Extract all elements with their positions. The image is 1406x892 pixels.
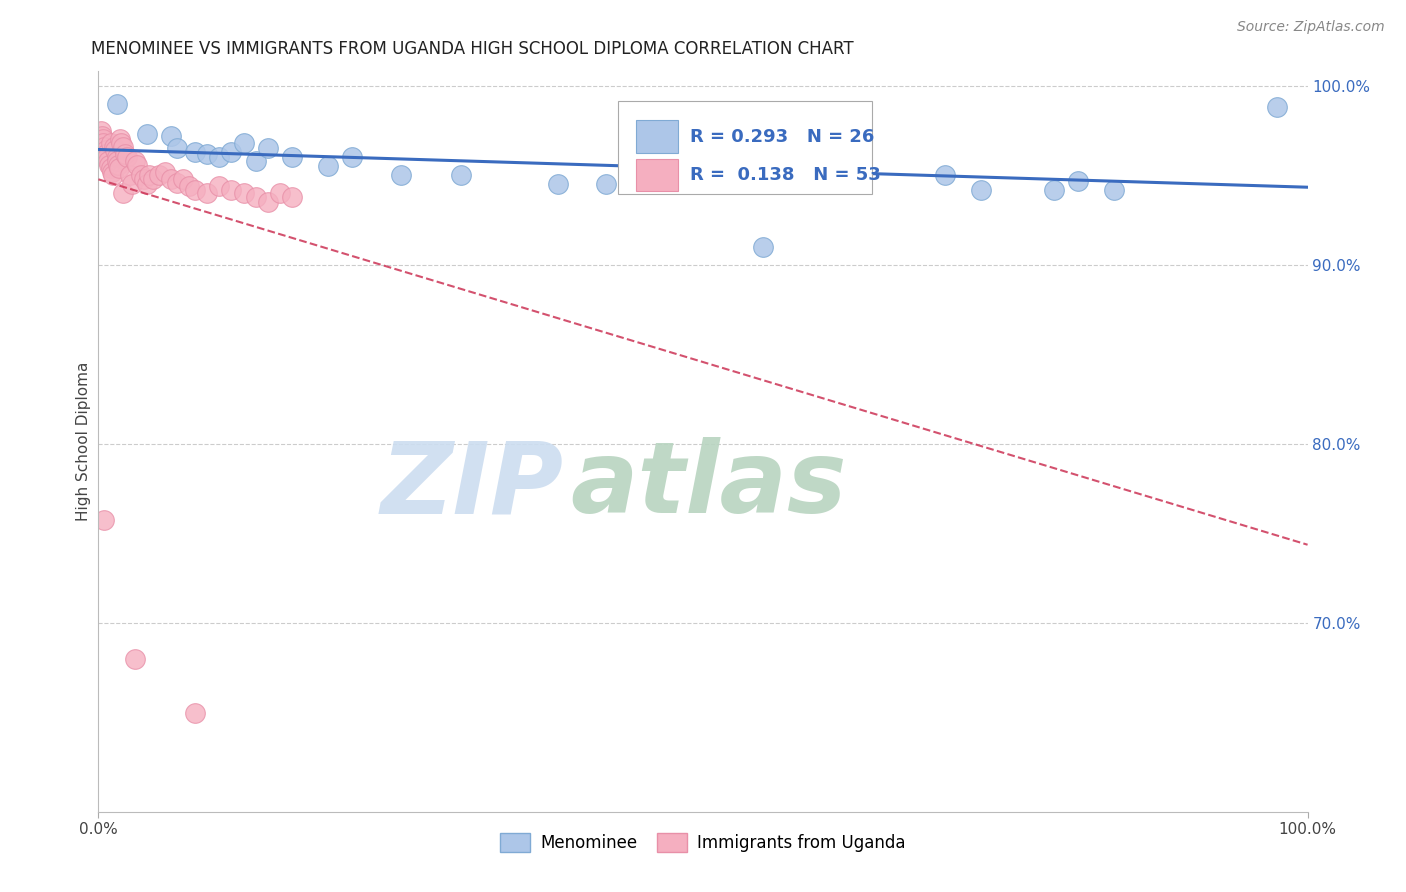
Point (100, 165, 122, 179)
Point (135, 178, 157, 192)
Point (97, 153, 120, 168)
Point (108, 132, 131, 146)
Point (105, 150, 128, 164)
Point (93, 512, 115, 526)
Point (114, 146, 136, 161)
Point (970, 183, 993, 197)
Point (96, 150, 118, 164)
Point (316, 160, 339, 174)
Point (121, 178, 143, 192)
Point (342, 150, 364, 164)
Point (101, 169, 124, 183)
Text: Source: ZipAtlas.com: Source: ZipAtlas.com (1237, 20, 1385, 34)
Y-axis label: High School Diploma: High School Diploma (76, 362, 91, 521)
Point (94, 143, 117, 157)
Point (160, 172, 183, 186)
Point (281, 190, 304, 204)
Point (825, 145, 848, 159)
Point (98, 158, 121, 172)
Point (450, 169, 472, 183)
Point (184, 183, 207, 197)
Point (184, 145, 207, 159)
Text: atlas: atlas (569, 437, 846, 534)
Point (111, 186, 134, 201)
Point (232, 136, 254, 150)
Point (934, 169, 956, 183)
Text: R = 0.293   N = 26: R = 0.293 N = 26 (690, 128, 875, 145)
Point (256, 141, 278, 155)
Point (221, 145, 243, 159)
Point (256, 195, 278, 210)
Point (269, 186, 291, 201)
Text: ZIP: ZIP (381, 437, 564, 534)
Point (195, 186, 218, 201)
Point (389, 169, 412, 183)
Point (110, 136, 132, 150)
Point (195, 146, 218, 161)
Point (104, 143, 127, 157)
Point (105, 153, 128, 168)
Legend: Menominee, Immigrants from Uganda: Menominee, Immigrants from Uganda (494, 826, 912, 859)
Point (103, 139, 125, 153)
Point (232, 186, 254, 201)
Point (221, 183, 243, 197)
Point (166, 141, 188, 155)
Point (148, 169, 170, 183)
Point (1267, 100, 1289, 114)
Point (208, 179, 231, 194)
Point (117, 150, 139, 164)
Point (281, 150, 304, 164)
Point (245, 190, 267, 204)
Point (547, 178, 569, 192)
Point (184, 706, 207, 720)
Point (1102, 183, 1125, 197)
Point (91, 136, 114, 150)
Point (595, 178, 617, 192)
Point (208, 150, 231, 164)
FancyBboxPatch shape (637, 159, 678, 191)
Point (111, 139, 134, 153)
Point (138, 169, 160, 183)
Point (752, 240, 775, 254)
Point (135, 127, 157, 141)
Point (160, 128, 183, 143)
Point (1042, 183, 1064, 197)
Point (153, 165, 176, 179)
Point (118, 169, 141, 183)
FancyBboxPatch shape (619, 101, 872, 194)
Point (179, 179, 201, 194)
Point (124, 153, 146, 168)
Point (91, 128, 114, 143)
Point (172, 172, 194, 186)
Point (108, 161, 131, 176)
Point (91, 132, 114, 146)
Point (1067, 174, 1090, 188)
Text: R =  0.138   N = 53: R = 0.138 N = 53 (690, 166, 880, 184)
Point (245, 153, 267, 168)
Point (142, 172, 165, 186)
Point (100, 161, 122, 176)
Text: MENOMINEE VS IMMIGRANTS FROM UGANDA HIGH SCHOOL DIPLOMA CORRELATION CHART: MENOMINEE VS IMMIGRANTS FROM UGANDA HIGH… (91, 40, 853, 58)
Point (105, 96, 128, 111)
Point (124, 652, 146, 666)
Point (100, 136, 122, 150)
Point (134, 172, 156, 186)
Point (166, 176, 188, 190)
Point (90, 123, 112, 137)
FancyBboxPatch shape (637, 120, 678, 153)
Point (93, 139, 115, 153)
Point (94, 146, 117, 161)
Point (127, 158, 149, 172)
Point (107, 158, 129, 172)
Point (129, 169, 152, 183)
